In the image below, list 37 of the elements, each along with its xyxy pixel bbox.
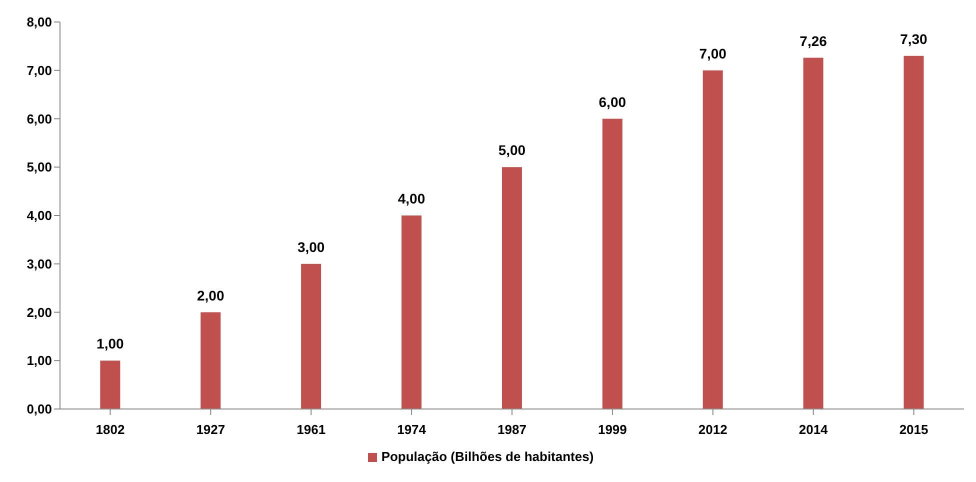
x-tick-label: 1802 [96, 422, 125, 438]
data-label: 6,00 [598, 94, 626, 110]
legend-label: População (Bilhões de habitantes) [381, 449, 594, 464]
bar [904, 56, 924, 409]
y-tick-label: 6,00 [26, 111, 52, 126]
data-label: 1,00 [96, 336, 124, 352]
x-tick-label: 1987 [498, 422, 526, 438]
y-tick-label: 0,00 [26, 402, 52, 417]
data-label: 2,00 [196, 287, 224, 304]
bar [301, 264, 322, 409]
y-tick-label: 5,00 [26, 160, 52, 175]
x-tick-label: 1999 [598, 422, 627, 438]
data-label: 5,00 [498, 142, 526, 158]
x-tick-label: 1974 [397, 422, 427, 438]
y-tick-label: 2,00 [26, 304, 52, 320]
x-tick-label: 1961 [296, 422, 326, 438]
y-tick-label: 8,00 [26, 14, 52, 30]
y-tick-label: 3,00 [26, 256, 52, 272]
x-tick-label: 1927 [196, 422, 226, 438]
bar [702, 70, 723, 409]
bar [803, 58, 824, 409]
x-tick-label: 2014 [798, 422, 829, 438]
bar [602, 118, 622, 409]
y-tick-label: 1,00 [26, 353, 52, 368]
bar [502, 167, 522, 409]
data-label: 7,26 [800, 32, 828, 49]
bar [100, 360, 120, 409]
bar [402, 216, 422, 409]
x-tick-label: 2012 [698, 422, 728, 438]
y-tick-label: 7,00 [26, 62, 52, 78]
data-label: 7,00 [699, 45, 727, 62]
data-label: 7,30 [900, 30, 928, 47]
y-tick-label: 4,00 [26, 208, 52, 224]
bar [200, 312, 221, 409]
x-tick-label: 2015 [899, 422, 928, 438]
data-label: 4,00 [398, 190, 426, 206]
data-label: 3,00 [297, 238, 325, 255]
